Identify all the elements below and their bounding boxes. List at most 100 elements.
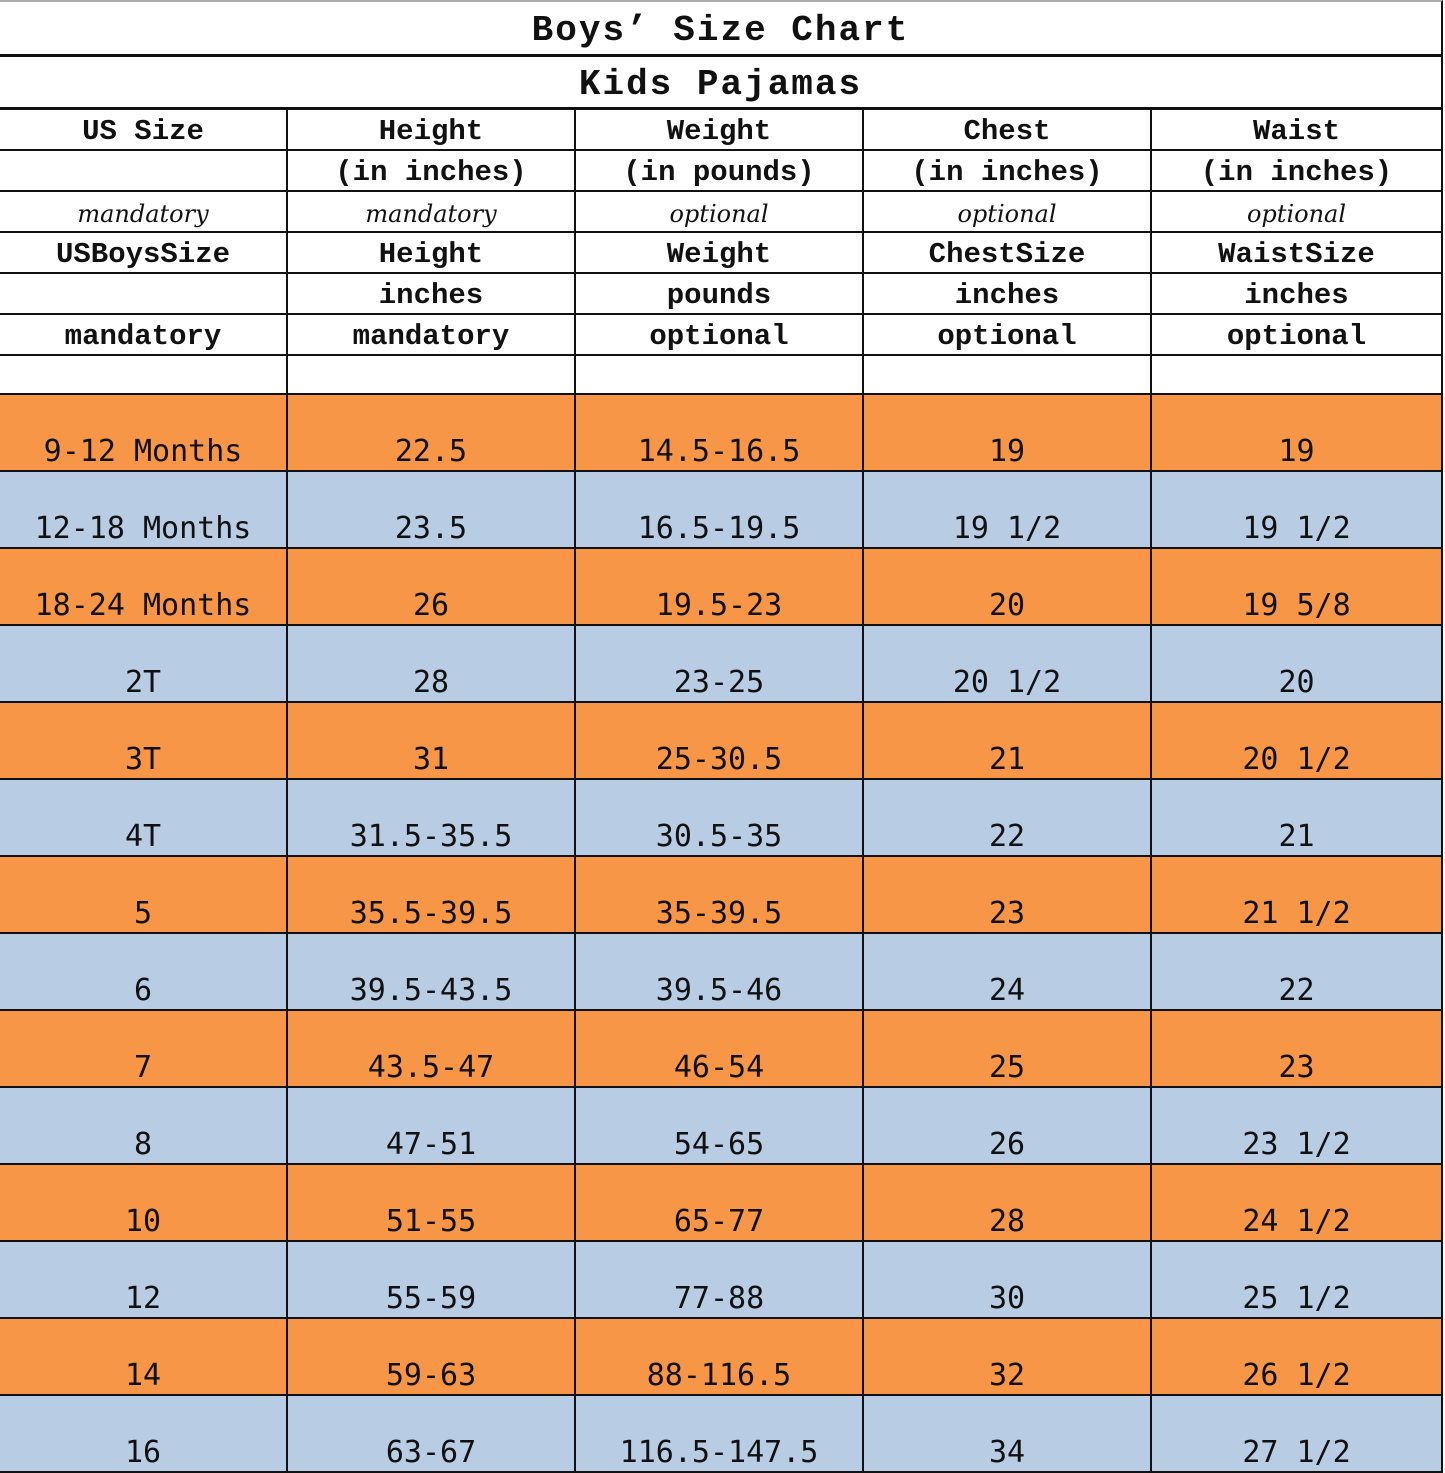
cell-weight: pounds (576, 274, 864, 313)
table-row: 14 59-63 88-116.5 32 26 1/2 (0, 1319, 1441, 1396)
cell-weight: 14.5-16.5 (576, 395, 864, 470)
cell-chest: 28 (864, 1165, 1152, 1240)
cell-size: 10 (0, 1165, 288, 1240)
cell-height: 23.5 (288, 472, 576, 547)
cell-chest: 26 (864, 1088, 1152, 1163)
table-title: Boys’ Size Chart (0, 2, 1441, 57)
table-row: 18-24 Months 26 19.5-23 20 19 5/8 (0, 549, 1441, 626)
cell-chest: 23 (864, 857, 1152, 932)
cell-size: 9-12 Months (0, 395, 288, 470)
table-row: 7 43.5-47 46-54 25 23 (0, 1011, 1441, 1088)
header-row: USBoysSize Height Weight ChestSize WaistSize (0, 233, 1441, 274)
cell-waist: optional (1226, 320, 1367, 353)
table-row: 4T 31.5-35.5 30.5-35 22 21 (0, 780, 1441, 857)
cell-size: US Size (0, 110, 288, 149)
cell-weight: 19.5-23 (576, 549, 864, 624)
cell-chest: (in inches) (864, 151, 1152, 190)
header-row: mandatory mandatory optional optional option… (0, 192, 1441, 233)
blank-row (0, 356, 1441, 395)
header-row: (in inches) (in pounds) (in inches) (in inc… (0, 151, 1441, 192)
table-row: 16 63-67 116.5-147.5 34 27 1/2 (0, 1396, 1441, 1473)
cell-size: 3T (0, 703, 288, 778)
cell-waist: 21 (1278, 819, 1315, 854)
cell-height: 31 (288, 703, 576, 778)
cell-chest: 30 (864, 1242, 1152, 1317)
cell-height: 63-67 (288, 1396, 576, 1471)
cell-waist: 25 1/2 (1242, 1281, 1351, 1316)
cell-weight: 116.5-147.5 (576, 1396, 864, 1471)
cell-waist: 26 1/2 (1242, 1358, 1351, 1393)
table-row: 12 55-59 77-88 30 25 1/2 (0, 1242, 1441, 1319)
header-row: mandatory mandatory optional optional option… (0, 315, 1441, 356)
cell-waist: 27 1/2 (1242, 1435, 1351, 1470)
table-row: 10 51-55 65-77 28 24 1/2 (0, 1165, 1441, 1242)
cell-size: 12 (0, 1242, 288, 1317)
cell-size: mandatory (0, 315, 288, 354)
cell-weight: 23-25 (576, 626, 864, 701)
cell-weight: 39.5-46 (576, 934, 864, 1009)
cell-weight: 46-54 (576, 1011, 864, 1086)
cell-weight: 16.5-19.5 (576, 472, 864, 547)
cell-size: 16 (0, 1396, 288, 1471)
cell-chest: 22 (864, 780, 1152, 855)
cell-weight (576, 356, 864, 393)
cell-height: 59-63 (288, 1319, 576, 1394)
cell-height: 22.5 (288, 395, 576, 470)
cell-weight: 77-88 (576, 1242, 864, 1317)
cell-height: 26 (288, 549, 576, 624)
cell-height: 55-59 (288, 1242, 576, 1317)
cell-waist: Waist (1252, 115, 1340, 148)
cell-waist: 22 (1278, 973, 1315, 1008)
cell-height: 47-51 (288, 1088, 576, 1163)
table-subtitle: Kids Pajamas (0, 57, 1441, 110)
cell-height: Height (288, 233, 576, 272)
cell-weight: Weight (576, 110, 864, 149)
cell-height (288, 356, 576, 393)
cell-height: inches (288, 274, 576, 313)
cell-weight: 30.5-35 (576, 780, 864, 855)
cell-height: 39.5-43.5 (288, 934, 576, 1009)
cell-height: mandatory (288, 315, 576, 354)
cell-weight: 35-39.5 (576, 857, 864, 932)
cell-chest: 24 (864, 934, 1152, 1009)
cell-waist: 24 1/2 (1242, 1204, 1351, 1239)
cell-chest: ChestSize (864, 233, 1152, 272)
cell-size: 2T (0, 626, 288, 701)
cell-weight: Weight (576, 233, 864, 272)
cell-waist: 19 (1278, 434, 1315, 469)
cell-chest: 20 (864, 549, 1152, 624)
cell-size: 7 (0, 1011, 288, 1086)
table-row: 5 35.5-39.5 35-39.5 23 21 1/2 (0, 857, 1441, 934)
cell-waist: optional (1246, 200, 1347, 228)
cell-chest: 34 (864, 1396, 1152, 1471)
cell-size (0, 356, 288, 393)
cell-height: 31.5-35.5 (288, 780, 576, 855)
cell-waist: (in inches) (1200, 156, 1393, 189)
cell-chest: 20 1/2 (864, 626, 1152, 701)
table-body: US Size Height Weight Chest Waist (in inches)… (0, 110, 1441, 1473)
cell-weight: 54-65 (576, 1088, 864, 1163)
cell-chest: 32 (864, 1319, 1152, 1394)
cell-waist: 19 1/2 (1242, 511, 1351, 546)
cell-height: (in inches) (288, 151, 576, 190)
cell-size: 6 (0, 934, 288, 1009)
cell-waist: 23 1/2 (1242, 1127, 1351, 1162)
cell-weight: optional (576, 315, 864, 354)
cell-size: 14 (0, 1319, 288, 1394)
cell-size: 12-18 Months (0, 472, 288, 547)
cell-chest: 19 (864, 395, 1152, 470)
cell-chest: optional (864, 315, 1152, 354)
cell-size: USBoysSize (0, 233, 288, 272)
cell-waist (1152, 356, 1441, 393)
cell-chest: optional (864, 192, 1152, 231)
cell-weight: optional (576, 192, 864, 231)
cell-weight: 65-77 (576, 1165, 864, 1240)
cell-weight: (in pounds) (576, 151, 864, 190)
table-row: 9-12 Months 22.5 14.5-16.5 19 19 (0, 395, 1441, 472)
cell-height: 35.5-39.5 (288, 857, 576, 932)
header-row: US Size Height Weight Chest Waist (0, 110, 1441, 151)
table-row: 6 39.5-43.5 39.5-46 24 22 (0, 934, 1441, 1011)
cell-weight: 25-30.5 (576, 703, 864, 778)
cell-height: 51-55 (288, 1165, 576, 1240)
cell-chest: 21 (864, 703, 1152, 778)
